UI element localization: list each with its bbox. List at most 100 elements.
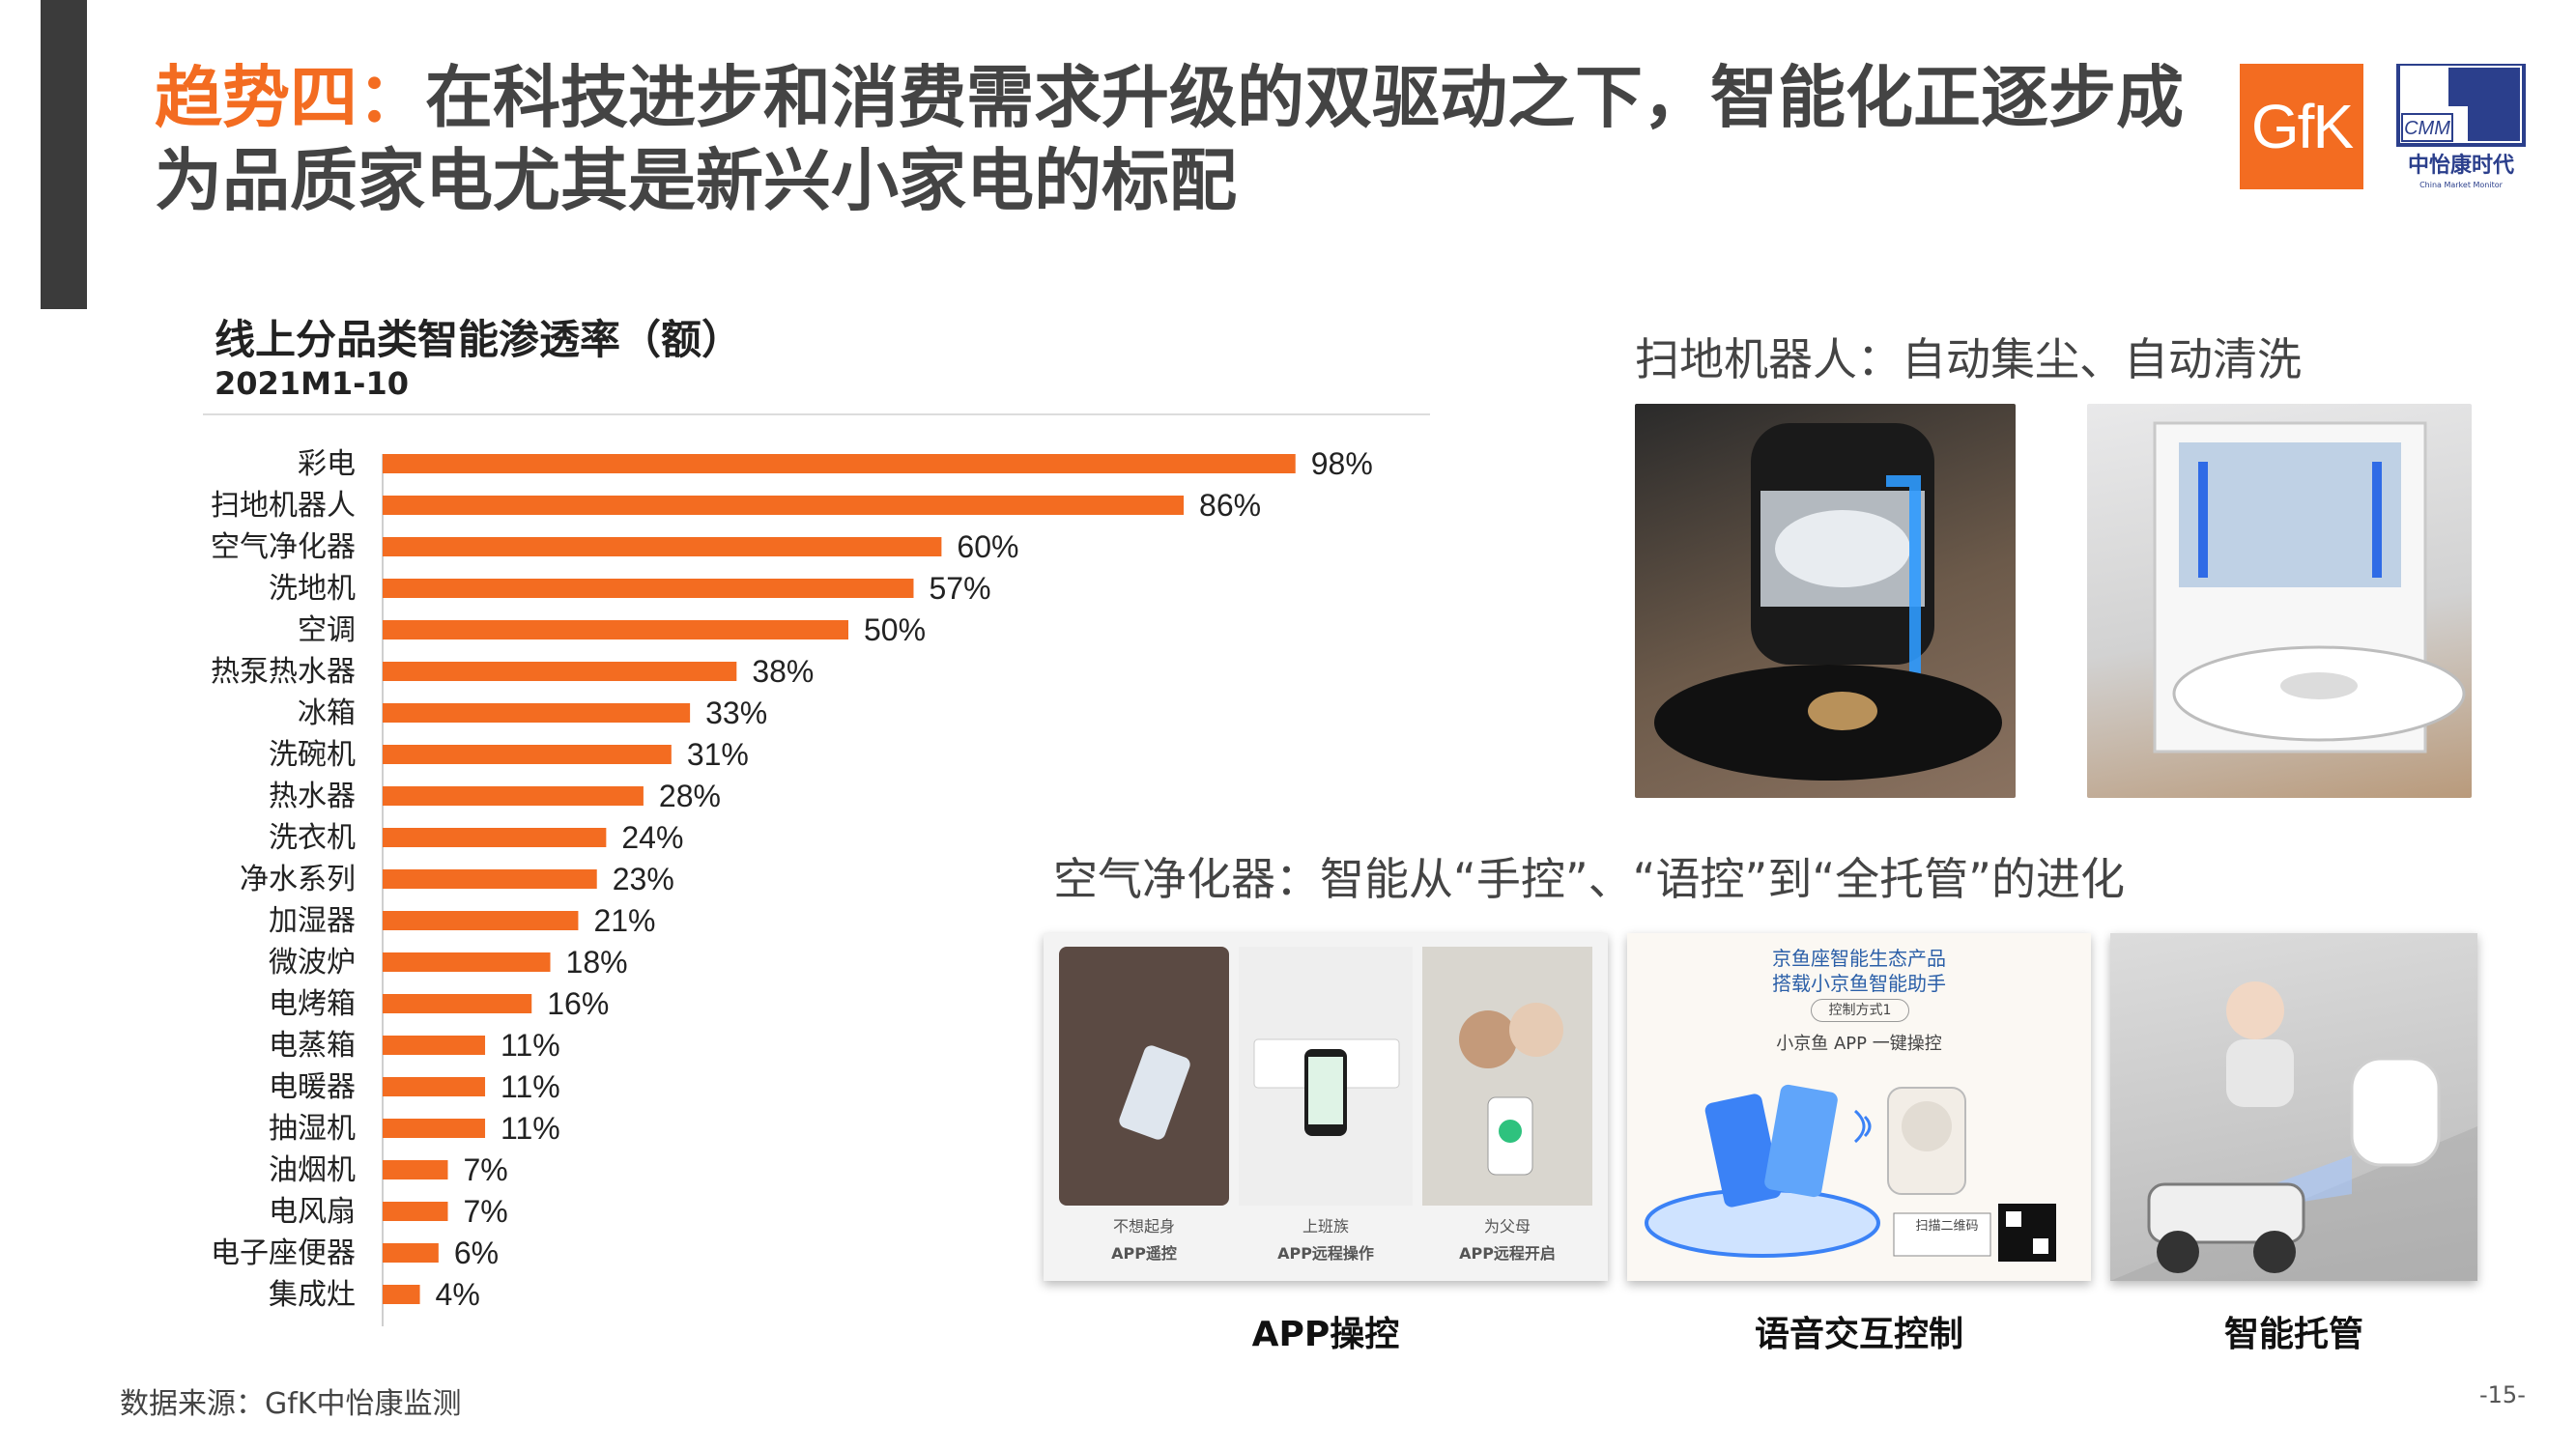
data-label: 11% [501,1028,560,1063]
category-label: 彩电 [298,447,356,481]
data-label: 16% [547,986,609,1021]
bar [383,1119,486,1138]
voice-sub: 小京鱼 APP 一键操控 [1776,1034,1942,1054]
voice-header-2: 搭载小京鱼智能助手 [1772,972,1946,995]
data-label: 24% [621,820,683,855]
category-label: 热泵热水器 [211,655,356,689]
app-control-illustration [1059,947,1592,1206]
category-label: 扫地机器人 [211,489,356,523]
data-source: 数据来源：GfK中怡康监测 [120,1387,462,1421]
voice-qr-label: 扫描二维码 [1915,1219,1979,1234]
app-panel-1-line2: APP遥控 [1111,1244,1177,1263]
data-label: 98% [1311,446,1373,481]
chart-subtitle: 2021M1-10 [215,365,409,402]
robot-dust-station-illustration [1654,423,2002,781]
data-label: 33% [705,696,767,730]
slide-title: 趋势四：在科技进步和消费需求升级的双驱动之下，智能化正逐步成为品质家电尤其是新兴… [155,56,2184,222]
voice-control-label: 语音交互控制 [1754,1315,1963,1354]
category-label: 油烟机 [269,1153,356,1187]
auto-management-card [2110,933,2477,1281]
data-label: 6% [454,1236,499,1270]
data-label: 7% [463,1194,507,1229]
category-label: 净水系列 [240,863,356,896]
category-label: 洗碗机 [269,738,356,772]
title-highlight: 趋势四： [155,58,425,137]
purifier-section-heading: 空气净化器：智能从“手控”、“语控”到“全托管”的进化 [1053,853,2125,905]
cmm-logo: CMM 中怡康时代 China Market Monitor [2396,64,2526,189]
app-panel-3-line2: APP远程开启 [1459,1244,1556,1263]
bar [383,1077,486,1096]
data-label: 50% [864,612,926,647]
robot-vacuum-photo-1 [1635,404,2016,798]
app-panel-1-line1: 不想起身 [1112,1217,1175,1236]
category-label: 抽湿机 [269,1112,356,1146]
auto-management-label: 智能托管 [2223,1315,2363,1354]
bar [383,1202,448,1221]
data-label: 7% [463,1152,507,1187]
category-label: 微波炉 [269,946,356,980]
category-label: 空气净化器 [211,530,356,564]
data-label: 57% [929,571,990,606]
gfk-logo: GfK [2240,64,2363,189]
robot-section-heading: 扫地机器人：自动集尘、自动清洗 [1635,333,2302,385]
robot-self-clean-illustration [2153,421,2466,753]
data-label: 21% [593,903,655,938]
category-label: 空调 [298,613,356,647]
data-label: 4% [436,1277,480,1312]
cmm-en: China Market Monitor [2419,181,2504,189]
category-label: 电蒸箱 [269,1029,356,1063]
category-label: 冰箱 [298,696,356,730]
category-label: 加湿器 [269,904,356,938]
category-label: 电风扇 [269,1195,356,1229]
bar [383,786,644,806]
category-label: 电烤箱 [269,987,356,1021]
data-label: 60% [957,529,1018,564]
bar [383,952,551,972]
category-label: 电暖器 [269,1070,356,1104]
bar [383,662,737,681]
bar [383,869,597,889]
cmm-name: 中怡康时代 [2408,153,2514,178]
bar [383,537,942,556]
data-label: 18% [566,945,628,980]
accent-bar [41,0,87,309]
app-panel-2-line2: APP远程操作 [1277,1244,1374,1263]
bar [383,579,914,598]
data-label: 11% [501,1069,560,1104]
category-label: 集成灶 [269,1278,356,1312]
voice-control-illustration [1645,1084,2056,1262]
bar [383,1036,486,1055]
data-label: 11% [501,1111,560,1146]
voice-control-card: 京鱼座智能生态产品 搭载小京鱼智能助手 控制方式1 小京鱼 APP 一键操控 扫… [1627,933,2091,1281]
bar [383,620,848,639]
category-label: 洗衣机 [269,821,356,855]
app-control-card: 不想起身 APP遥控 上班族 APP远程操作 为父母 APP远程开启 [1044,933,1608,1281]
chart-title-rule [203,413,1430,415]
bar [383,1243,439,1263]
bar-chart: 彩电 98% 扫地机器人 86% 空气净化器 60% 洗地机 57% 空调 50% 热泵热水器 38%… [211,446,1373,1326]
category-label: 热水器 [269,780,356,813]
data-label: 38% [752,654,814,689]
bar [383,454,1296,473]
app-panel-2-line1: 上班族 [1302,1217,1349,1236]
bar [383,703,691,723]
category-label: 电子座便器 [211,1236,356,1270]
category-label: 洗地机 [269,572,356,606]
cmm-abbr: CMM [2404,118,2450,139]
title-text: 在科技进步和消费需求升级的双驱动之下，智能化正逐步成为品质家电尤其是新兴小家电的… [155,58,2184,220]
voice-pill: 控制方式1 [1811,999,1909,1022]
data-label: 28% [659,779,721,813]
bar [383,496,1185,515]
page-number: -15- [2479,1381,2526,1408]
data-label: 23% [613,862,674,896]
bar [383,745,672,764]
app-panel-3-line1: 为父母 [1483,1217,1531,1236]
voice-header-1: 京鱼座智能生态产品 [1772,947,1946,970]
auto-management-illustration [2110,981,2477,1281]
robot-vacuum-photo-2 [2087,404,2472,798]
data-label: 86% [1199,488,1261,523]
bar [383,1285,420,1304]
bar [383,1160,448,1179]
app-control-label: APP操控 [1251,1315,1400,1354]
bar [383,911,579,930]
